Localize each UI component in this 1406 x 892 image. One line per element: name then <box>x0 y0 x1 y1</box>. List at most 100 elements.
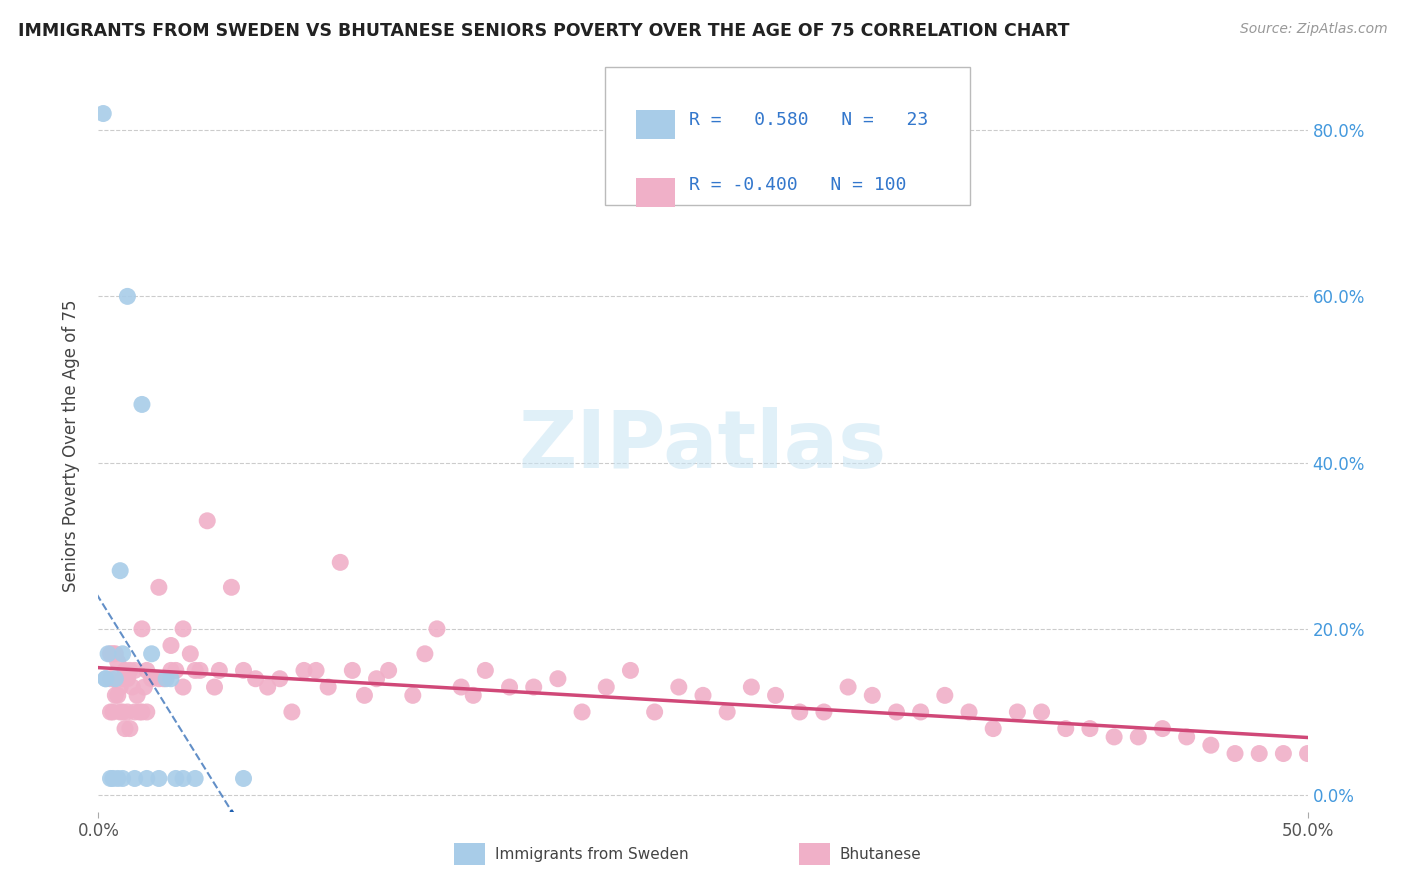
Point <box>292 664 315 678</box>
Point <box>172 772 194 786</box>
Point <box>118 722 141 736</box>
Point <box>135 705 157 719</box>
Point <box>104 672 127 686</box>
Point <box>1031 705 1053 719</box>
Point <box>208 664 231 678</box>
Point <box>1102 730 1125 744</box>
Point <box>160 672 183 686</box>
Point <box>1249 747 1271 761</box>
Point <box>134 680 156 694</box>
Point <box>104 647 127 661</box>
Point <box>141 672 163 686</box>
Point <box>1128 730 1150 744</box>
Point <box>413 647 436 661</box>
Point <box>366 672 388 686</box>
Point <box>121 680 143 694</box>
Point <box>450 680 472 694</box>
Point <box>141 647 163 661</box>
Point <box>934 689 956 703</box>
Point <box>160 639 183 653</box>
Point <box>165 664 187 678</box>
Point <box>160 664 183 678</box>
Point <box>100 647 122 661</box>
Point <box>104 689 127 703</box>
Point <box>131 397 153 411</box>
Point <box>402 689 425 703</box>
Point <box>305 664 328 678</box>
Point <box>94 672 117 686</box>
Point <box>131 705 153 719</box>
Point <box>498 680 520 694</box>
Text: R = -0.400   N = 100: R = -0.400 N = 100 <box>689 176 907 194</box>
Point <box>981 722 1004 736</box>
Point <box>107 772 129 786</box>
Y-axis label: Seniors Poverty Over the Age of 75: Seniors Poverty Over the Age of 75 <box>62 300 80 592</box>
Point <box>342 664 364 678</box>
Point <box>1320 755 1343 769</box>
Point <box>668 680 690 694</box>
Point <box>100 705 122 719</box>
Point <box>172 680 194 694</box>
Point <box>765 689 787 703</box>
Text: Bhutanese: Bhutanese <box>839 847 921 862</box>
Point <box>1078 722 1101 736</box>
Point <box>124 705 146 719</box>
Point <box>135 664 157 678</box>
Point <box>124 772 146 786</box>
Point <box>135 772 157 786</box>
Point <box>179 647 201 661</box>
Text: Source: ZipAtlas.com: Source: ZipAtlas.com <box>1240 22 1388 37</box>
Point <box>204 680 226 694</box>
Point <box>111 772 134 786</box>
Point <box>281 705 304 719</box>
Point <box>101 705 124 719</box>
Point <box>117 672 139 686</box>
Point <box>644 705 666 719</box>
Point <box>269 672 291 686</box>
Point <box>165 772 187 786</box>
Point <box>740 680 762 694</box>
Point <box>1007 705 1029 719</box>
Point <box>94 672 117 686</box>
Point <box>100 772 122 786</box>
Point <box>571 705 593 719</box>
Point <box>245 672 267 686</box>
Point <box>232 664 254 678</box>
Point <box>1175 730 1198 744</box>
Point <box>155 672 177 686</box>
Point <box>886 705 908 719</box>
Point <box>353 689 375 703</box>
Point <box>426 622 449 636</box>
Point <box>107 655 129 669</box>
Point <box>329 555 352 569</box>
Point <box>117 705 139 719</box>
Point <box>172 622 194 636</box>
Point <box>195 514 218 528</box>
Point <box>108 705 131 719</box>
Point <box>108 680 131 694</box>
Point <box>184 772 207 786</box>
Text: R =   0.580   N =   23: R = 0.580 N = 23 <box>689 112 928 129</box>
Point <box>131 622 153 636</box>
Point <box>97 647 120 661</box>
Point <box>100 672 122 686</box>
Point <box>124 664 146 678</box>
Point <box>148 772 170 786</box>
Point <box>837 680 859 694</box>
Point <box>316 680 339 694</box>
Point <box>463 689 485 703</box>
Point <box>107 689 129 703</box>
Point <box>619 664 641 678</box>
Point <box>148 672 170 686</box>
Point <box>148 580 170 594</box>
Point <box>547 672 569 686</box>
Point <box>114 664 136 678</box>
Point <box>716 705 738 719</box>
Point <box>108 564 131 578</box>
Point <box>111 672 134 686</box>
Point <box>232 772 254 786</box>
Point <box>111 647 134 661</box>
Point <box>91 106 114 120</box>
Point <box>377 664 399 678</box>
Point <box>1199 738 1222 752</box>
